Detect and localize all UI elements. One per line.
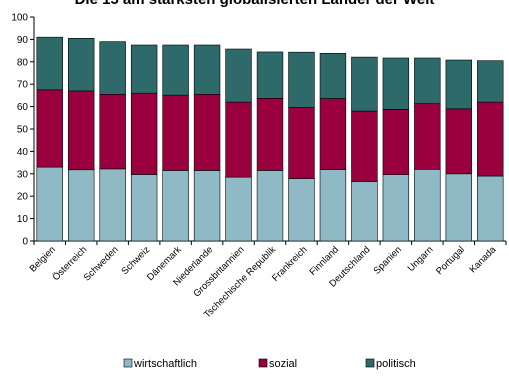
bar-segment-politisch	[99, 41, 126, 95]
legend-label: politisch	[376, 358, 416, 370]
x-tick-label: Portugal	[434, 244, 467, 277]
bar-segment-wirtschaftlich	[130, 174, 158, 242]
bar-segment-sozial	[225, 101, 252, 178]
bar-segment-wirtschaftlich	[414, 169, 441, 242]
bar-segment-sozial	[99, 93, 126, 170]
bar-segment-sozial	[445, 108, 473, 175]
legend-label: sozial	[269, 358, 297, 370]
bar-segment-sozial	[256, 98, 284, 171]
y-tick-label: 30	[17, 169, 29, 180]
bar-segment-politisch	[477, 60, 504, 103]
bar-segment-sozial	[130, 92, 158, 175]
bar-segment-politisch	[67, 37, 95, 92]
y-tick-label: 10	[17, 214, 29, 225]
y-tick-label: 60	[17, 102, 29, 113]
y-tick-label: 100	[11, 13, 28, 24]
legend-label: wirtschaftlich	[133, 358, 197, 370]
bar-segment-politisch	[36, 36, 63, 91]
y-tick-label: 90	[17, 35, 29, 46]
y-tick-label: 80	[17, 57, 29, 68]
bar-segment-wirtschaftlich	[288, 178, 315, 242]
bar-segment-sozial	[414, 103, 441, 170]
bar-segment-politisch	[225, 48, 252, 103]
chart-title: Die 15 am stärksten globalisierten Lände…	[0, 0, 509, 8]
y-tick-label: 70	[17, 80, 29, 91]
bar-segment-sozial	[67, 90, 95, 171]
bar-segment-wirtschaftlich	[193, 170, 221, 242]
bar-segment-wirtschaftlich	[99, 168, 126, 242]
y-tick-label: 50	[17, 125, 29, 136]
bar-segment-sozial	[477, 101, 504, 177]
x-tick-label: Ungarn	[406, 244, 436, 274]
legend-swatch-politisch	[365, 358, 375, 368]
y-tick-label: 20	[17, 192, 29, 203]
bar-segment-politisch	[351, 56, 378, 112]
bar-segment-sozial	[288, 107, 315, 179]
bar-segment-wirtschaftlich	[319, 169, 347, 242]
bar-segment-sozial	[162, 94, 189, 171]
bar-segment-politisch	[193, 44, 221, 95]
bar-segment-wirtschaftlich	[225, 176, 252, 242]
bar-segment-politisch	[445, 59, 473, 110]
x-tick-label: Belgien	[28, 244, 58, 274]
bar-segment-sozial	[36, 89, 63, 168]
bar-segment-sozial	[319, 98, 347, 170]
bar-segment-politisch	[256, 51, 284, 99]
x-tick-label: Kanada	[467, 244, 498, 275]
bar-segment-politisch	[130, 44, 158, 94]
bar-segment-wirtschaftlich	[351, 181, 378, 242]
bar-segment-sozial	[193, 93, 221, 171]
legend-swatch-wirtschaftlich	[123, 358, 133, 368]
bar-segment-wirtschaftlich	[67, 169, 95, 242]
bar-segment-politisch	[382, 57, 410, 110]
bar-segment-politisch	[414, 57, 441, 104]
bar-segment-wirtschaftlich	[162, 170, 189, 242]
bar-segment-wirtschaftlich	[256, 170, 284, 242]
x-tick-label: Spanien	[372, 244, 404, 276]
y-tick-label: 40	[17, 147, 29, 158]
bar-segment-politisch	[162, 44, 189, 96]
bar-segment-wirtschaftlich	[445, 173, 473, 242]
x-tick-label: Schweden	[82, 244, 121, 283]
bar-segment-wirtschaftlich	[477, 175, 504, 242]
legend-swatch-sozial	[258, 358, 268, 368]
bar-segment-sozial	[382, 108, 410, 175]
bar-segment-sozial	[351, 110, 378, 182]
bar-segment-politisch	[288, 51, 315, 108]
bar-segment-wirtschaftlich	[36, 166, 63, 242]
bar-segment-wirtschaftlich	[382, 174, 410, 242]
bar-segment-politisch	[319, 52, 347, 99]
y-tick-label: 0	[22, 237, 28, 248]
